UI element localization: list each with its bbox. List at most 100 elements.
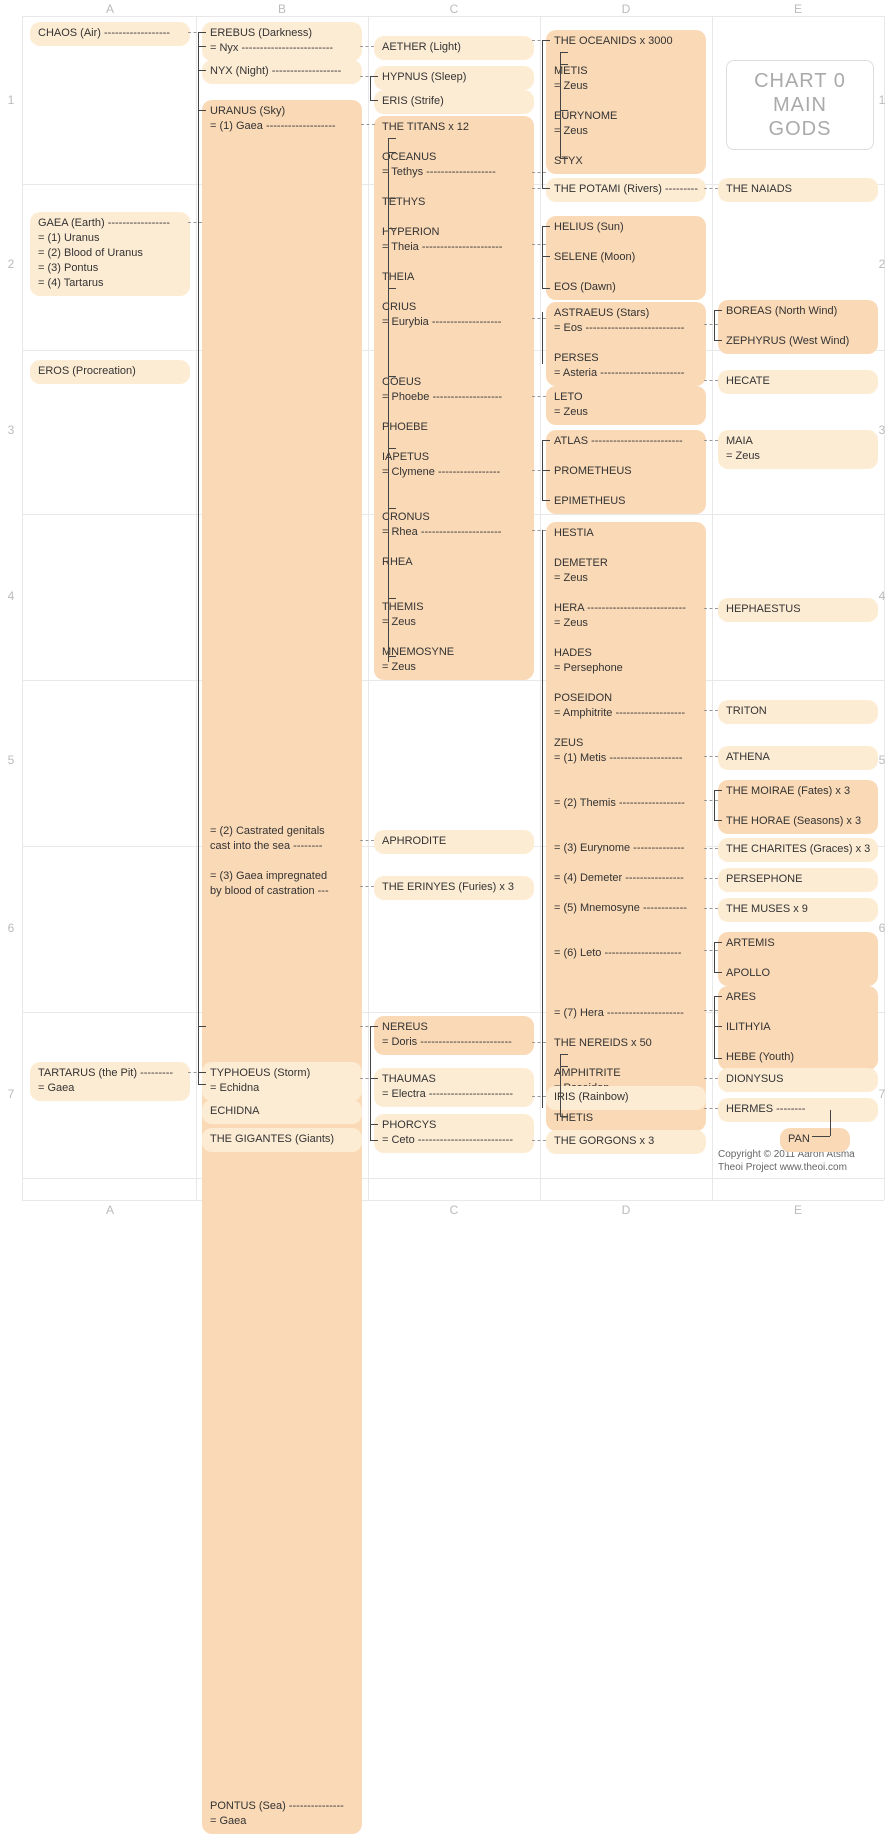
connector-dash: [532, 1096, 546, 1097]
entity-line: [554, 826, 698, 841]
entity-line: APOLLO: [726, 966, 870, 981]
entity-box-maia: MAIA= Zeus: [718, 430, 878, 469]
entity-line: EROS (Procreation): [38, 364, 182, 379]
entity-line: [382, 585, 526, 600]
entity-box-hestia: HESTIA DEMETER= Zeus HERA --------------…: [546, 522, 706, 1116]
entity-box-iris: IRIS (Rainbow): [546, 1086, 706, 1110]
entity-box-nyx: NYX (Night) -------------------: [202, 60, 362, 84]
entity-line: [554, 449, 698, 464]
entity-line: [210, 419, 354, 434]
entity-line: ARTEMIS: [726, 936, 870, 951]
entity-line: = Zeus: [554, 616, 698, 631]
entity-line: NEREUS: [382, 1020, 526, 1035]
entity-line: [210, 944, 354, 959]
entity-line: [210, 689, 354, 704]
entity-line: [554, 781, 698, 796]
entity-box-potami: THE POTAMI (Rivers) ---------: [546, 178, 706, 202]
tree-stub: [370, 1140, 378, 1141]
entity-line: [210, 1769, 354, 1784]
tree-vline: [714, 996, 715, 1058]
entity-line: MNEMOSYNE: [382, 645, 526, 660]
entity-line: ECHIDNA: [210, 1104, 354, 1119]
col-footer: D: [541, 1203, 711, 1217]
tree-stub: [714, 1058, 722, 1059]
entity-line: [210, 644, 354, 659]
connector-dash: [704, 1078, 718, 1079]
tree-stub: [560, 1066, 568, 1067]
entity-box-moirae: THE MOIRAE (Fates) x 3 THE HORAE (Season…: [718, 780, 878, 834]
entity-line: [210, 1004, 354, 1019]
entity-line: [210, 779, 354, 794]
entity-line: = Nyx -------------------------: [210, 41, 354, 56]
tree-stub: [388, 228, 396, 229]
entity-box-ares: ARES ILITHYIA HEBE (Youth): [718, 986, 878, 1070]
entity-line: TETHYS: [382, 195, 526, 210]
entity-line: [726, 1005, 870, 1020]
entity-box-hermes: HERMES --------: [718, 1098, 878, 1122]
entity-line: [210, 1409, 354, 1424]
entity-line: cast into the sea --------: [210, 839, 354, 854]
entity-line: IRIS (Rainbow): [554, 1090, 698, 1105]
entity-line: = Zeus: [382, 660, 526, 675]
tree-stub: [714, 972, 722, 973]
connector-dash: [532, 1140, 546, 1141]
entity-line: = Phoebe -------------------: [382, 390, 526, 405]
entity-box-persephone: PERSEPHONE: [718, 868, 878, 892]
entity-line: = (6) Leto ---------------------: [554, 946, 698, 961]
entity-line: [554, 631, 698, 646]
entity-line: = Zeus: [726, 449, 870, 464]
tree-vline: [830, 1110, 831, 1136]
entity-line: ILITHYIA: [726, 1020, 870, 1035]
tree-vline: [542, 226, 543, 288]
entity-line: [554, 886, 698, 901]
entity-line: THE MUSES x 9: [726, 902, 870, 917]
tree-vline: [714, 790, 715, 820]
entity-line: PHORCYS: [382, 1118, 526, 1133]
entity-line: [210, 569, 354, 584]
entity-line: [210, 479, 354, 494]
entity-line: HYPERION: [382, 225, 526, 240]
connector-dash: [360, 46, 374, 47]
entity-line: THE NEREIDS x 50: [554, 1036, 698, 1051]
entity-line: [210, 1649, 354, 1664]
entity-line: [210, 374, 354, 389]
entity-line: [554, 541, 698, 556]
entity-line: [554, 139, 698, 154]
entity-line: [210, 344, 354, 359]
entity-line: OCEANUS: [382, 150, 526, 165]
entity-line: [210, 149, 354, 164]
entity-line: ARES: [726, 990, 870, 1005]
col-footer: C: [369, 1203, 539, 1217]
entity-line: THE TITANS x 12: [382, 120, 526, 135]
entity-line: [210, 929, 354, 944]
entity-line: [210, 269, 354, 284]
entity-box-aether: AETHER (Light): [374, 36, 534, 60]
entity-line: [554, 479, 698, 494]
entity-line: PERSES: [554, 351, 698, 366]
tree-vline: [542, 40, 543, 188]
entity-line: THE GORGONS x 3: [554, 1134, 698, 1149]
entity-line: [210, 1739, 354, 1754]
tree-stub: [560, 64, 568, 65]
entity-line: = (5) Mnemosyne ------------: [554, 901, 698, 916]
entity-line: GAEA (Earth) -----------------: [38, 216, 182, 231]
entity-line: [210, 1034, 354, 1049]
connector-dash: [188, 222, 202, 223]
entity-line: THE CHARITES (Graces) x 3: [726, 842, 870, 857]
entity-line: ERIS (Strife): [382, 94, 526, 109]
entity-line: CRONUS: [382, 510, 526, 525]
entity-line: [554, 856, 698, 871]
entity-line: = Zeus: [554, 571, 698, 586]
tree-vline: [560, 1054, 561, 1116]
entity-line: [382, 495, 526, 510]
entity-line: [210, 1259, 354, 1274]
tree-stub: [388, 656, 396, 657]
entity-line: = (4) Tartarus: [38, 276, 182, 291]
entity-line: [210, 764, 354, 779]
col-footer: E: [713, 1203, 883, 1217]
entity-box-artemis: ARTEMIS APOLLO: [718, 932, 878, 986]
entity-box-eris: ERIS (Strife): [374, 90, 534, 114]
entity-line: [210, 734, 354, 749]
entity-line: = (2) Castrated genitals: [210, 824, 354, 839]
entity-line: EPIMETHEUS: [554, 494, 698, 509]
